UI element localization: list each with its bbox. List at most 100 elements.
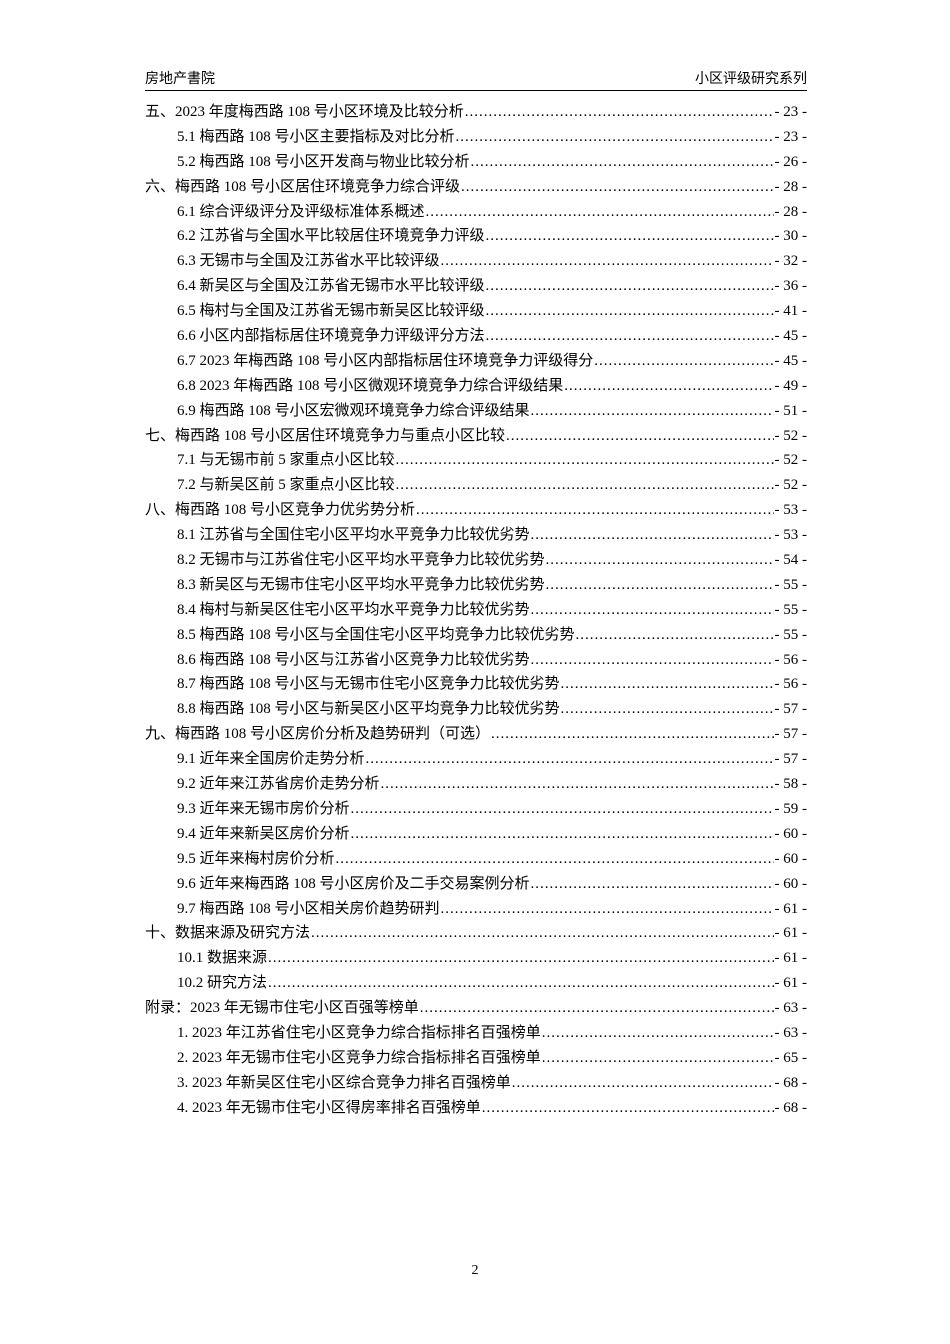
toc-entry[interactable]: 8.6 梅西路 108 号小区与江苏省小区竞争力比较优劣势 - 56 - [145, 648, 807, 673]
toc-entry[interactable]: 8.8 梅西路 108 号小区与新吴区小区平均竞争力比较优劣势 - 57 - [145, 697, 807, 722]
toc-entry[interactable]: 8.4 梅村与新吴区住宅小区平均水平竞争力比较优劣势 - 55 - [145, 598, 807, 623]
toc-entry-page: - 63 - [774, 1000, 808, 1017]
toc-entry-page: - 61 - [774, 900, 808, 917]
toc-entry-title: 9.5 近年来梅村房价分析 [177, 850, 335, 867]
toc-entry-title: 6.5 梅村与全国及江苏省无锡市新吴区比较评级 [177, 303, 485, 320]
toc-entry[interactable]: 9.2 近年来江苏省房价走势分析 - 58 - [145, 772, 807, 797]
toc-entry[interactable]: 六、梅西路 108 号小区居住环境竞争力综合评级 - 28 - [145, 175, 807, 200]
toc-entry[interactable]: 6.4 新吴区与全国及江苏省无锡市水平比较评级 - 36 - [145, 274, 807, 299]
toc-entry[interactable]: 9.3 近年来无锡市房价分析 - 59 - [145, 797, 807, 822]
toc-leader-dots [441, 897, 774, 922]
toc-entry-title: 8.4 梅村与新吴区住宅小区平均水平竞争力比较优劣势 [177, 601, 530, 618]
toc-entry[interactable]: 9.7 梅西路 108 号小区相关房价趋势研判 - 61 - [145, 897, 807, 922]
toc-entry-title: 8.7 梅西路 108 号小区与无锡市住宅小区竞争力比较优劣势 [177, 676, 560, 693]
toc-entry[interactable]: 8.3 新吴区与无锡市住宅小区平均水平竞争力比较优劣势 - 55 - [145, 573, 807, 598]
toc-entry-page: - 32 - [774, 253, 808, 270]
toc-entry-page: - 65 - [774, 1049, 808, 1066]
toc-entry-title: 9.4 近年来新吴区房价分析 [177, 825, 350, 842]
toc-entry-title: 9.3 近年来无锡市房价分析 [177, 800, 350, 817]
toc-entry[interactable]: 10.2 研究方法 - 61 - [145, 971, 807, 996]
toc-entry-page: - 52 - [774, 477, 808, 494]
toc-entry[interactable]: 9.5 近年来梅村房价分析 - 60 - [145, 847, 807, 872]
toc-entry-page: - 23 - [774, 104, 808, 120]
toc-entry-title: 9.1 近年来全国房价走势分析 [177, 751, 365, 768]
toc-entry[interactable]: 附录：2023 年无锡市住宅小区百强等榜单 - 63 - [145, 996, 807, 1021]
toc-entry-page: - 57 - [774, 701, 808, 718]
toc-entry[interactable]: 8.1 江苏省与全国住宅小区平均水平竞争力比较优劣势 - 53 - [145, 523, 807, 548]
toc-leader-dots [561, 672, 774, 697]
toc-entry-title: 9.2 近年来江苏省房价走势分析 [177, 776, 380, 793]
toc-leader-dots [542, 1046, 774, 1071]
toc-entry[interactable]: 6.6 小区内部指标居住环境竞争力评级评分方法 - 45 - [145, 324, 807, 349]
toc-entry-page: - 61 - [774, 950, 808, 967]
toc-entry-title: 7.1 与无锡市前 5 家重点小区比较 [177, 452, 395, 469]
header-publisher: 房地产書院 [145, 70, 215, 86]
toc-entry-page: - 26 - [774, 153, 808, 170]
toc-entry-title: 8.6 梅西路 108 号小区与江苏省小区竞争力比较优劣势 [177, 651, 530, 668]
toc-leader-dots [471, 150, 774, 175]
toc-leader-dots [506, 424, 773, 449]
toc-entry[interactable]: 6.9 梅西路 108 号小区宏微观环境竞争力综合评级结果 - 51 - [145, 399, 807, 424]
toc-entry[interactable]: 七、梅西路 108 号小区居住环境竞争力与重点小区比较 - 52 - [145, 424, 807, 449]
toc-entry-page: - 45 - [774, 328, 808, 345]
toc-entry-page: - 61 - [774, 925, 808, 942]
toc-entry-title: 6.8 2023 年梅西路 108 号小区微观环境竞争力综合评级结果 [177, 377, 564, 394]
toc-leader-dots [531, 399, 774, 424]
toc-entry-title: 6.6 小区内部指标居住环境竞争力评级评分方法 [177, 328, 485, 345]
toc-entry[interactable]: 7.1 与无锡市前 5 家重点小区比较 - 52 - [145, 448, 807, 473]
toc-leader-dots [416, 498, 773, 523]
toc-entry-title: 4. 2023 年无锡市住宅小区得房率排名百强榜单 [177, 1099, 481, 1116]
toc-entry[interactable]: 5.1 梅西路 108 号小区主要指标及对比分析 - 23 - [145, 125, 807, 150]
toc-entry[interactable]: 6.5 梅村与全国及江苏省无锡市新吴区比较评级 - 41 - [145, 299, 807, 324]
toc-leader-dots [268, 946, 773, 971]
toc-leader-dots [426, 200, 774, 225]
toc-entry[interactable]: 1. 2023 年江苏省住宅小区竞争力综合指标排名百强榜单 - 63 - [145, 1021, 807, 1046]
toc-entry-title: 2. 2023 年无锡市住宅小区竞争力综合指标排名百强榜单 [177, 1049, 541, 1066]
toc-entry[interactable]: 十、数据来源及研究方法 - 61 - [145, 921, 807, 946]
toc-leader-dots [531, 598, 774, 623]
toc-entry[interactable]: 8.2 无锡市与江苏省住宅小区平均水平竞争力比较优劣势 - 54 - [145, 548, 807, 573]
toc-entry-title: 7.2 与新吴区前 5 家重点小区比较 [177, 477, 395, 494]
toc-entry-page: - 51 - [774, 402, 808, 419]
toc-entry[interactable]: 八、梅西路 108 号小区竞争力优劣势分析 - 53 - [145, 498, 807, 523]
toc-leader-dots [351, 822, 774, 847]
toc-entry-title: 8.5 梅西路 108 号小区与全国住宅小区平均竞争力比较优劣势 [177, 626, 575, 643]
toc-entry[interactable]: 6.2 江苏省与全国水平比较居住环境竞争力评级 - 30 - [145, 224, 807, 249]
toc-entry[interactable]: 8.5 梅西路 108 号小区与全国住宅小区平均竞争力比较优劣势 - 55 - [145, 623, 807, 648]
toc-entry-page: - 28 - [774, 178, 808, 195]
toc-leader-dots [546, 548, 774, 573]
toc-entry-page: - 41 - [774, 303, 808, 320]
toc-leader-dots [268, 971, 773, 996]
toc-entry[interactable]: 9.1 近年来全国房价走势分析 - 57 - [145, 747, 807, 772]
toc-leader-dots [542, 1021, 774, 1046]
toc-entry-page: - 49 - [774, 377, 808, 394]
toc-entry[interactable]: 2. 2023 年无锡市住宅小区竞争力综合指标排名百强榜单 - 65 - [145, 1046, 807, 1071]
toc-entry-title: 1. 2023 年江苏省住宅小区竞争力综合指标排名百强榜单 [177, 1024, 541, 1041]
toc-entry-page: - 45 - [774, 352, 808, 369]
toc-entry[interactable]: 8.7 梅西路 108 号小区与无锡市住宅小区竞争力比较优劣势 - 56 - [145, 672, 807, 697]
toc-entry[interactable]: 6.7 2023 年梅西路 108 号小区内部指标居住环境竞争力评级得分 - 45… [145, 349, 807, 374]
toc-entry[interactable]: 6.1 综合评级评分及评级标准体系概述 - 28 - [145, 200, 807, 225]
toc-entry-title: 10.2 研究方法 [177, 975, 268, 992]
toc-entry[interactable]: 五、2023 年度梅西路 108 号小区环境及比较分析 - 23 - [145, 100, 807, 125]
toc-leader-dots [420, 996, 774, 1021]
toc-entry[interactable]: 9.6 近年来梅西路 108 号小区房价及二手交易案例分析 - 60 - [145, 872, 807, 897]
toc-leader-dots [531, 523, 774, 548]
toc-entry[interactable]: 9.4 近年来新吴区房价分析 - 60 - [145, 822, 807, 847]
toc-entry[interactable]: 5.2 梅西路 108 号小区开发商与物业比较分析 - 26 - [145, 150, 807, 175]
toc-entry[interactable]: 3. 2023 年新吴区住宅小区综合竞争力排名百强榜单 - 68 - [145, 1071, 807, 1096]
toc-entry[interactable]: 10.1 数据来源 - 61 - [145, 946, 807, 971]
toc-entry[interactable]: 7.2 与新吴区前 5 家重点小区比较 - 52 - [145, 473, 807, 498]
toc-entry-title: 8.1 江苏省与全国住宅小区平均水平竞争力比较优劣势 [177, 527, 530, 544]
toc-entry[interactable]: 6.3 无锡市与全国及江苏省水平比较评级 - 32 - [145, 249, 807, 274]
toc-entry-page: - 57 - [774, 726, 808, 743]
toc-entry[interactable]: 九、梅西路 108 号小区房价分析及趋势研判（可选） - 57 - [145, 722, 807, 747]
toc-entry-page: - 53 - [774, 527, 808, 544]
table-of-contents: 五、2023 年度梅西路 108 号小区环境及比较分析- 23 -5.1 梅西路… [145, 100, 807, 1121]
toc-entry[interactable]: 6.8 2023 年梅西路 108 号小区微观环境竞争力综合评级结果 - 49 - [145, 374, 807, 399]
toc-entry-page: - 55 - [774, 576, 808, 593]
toc-entry-title: 10.1 数据来源 [177, 950, 268, 967]
toc-entry[interactable]: 4. 2023 年无锡市住宅小区得房率排名百强榜单 - 68 - [145, 1096, 807, 1121]
toc-leader-dots [461, 175, 773, 200]
toc-entry-page: - 56 - [774, 676, 808, 693]
